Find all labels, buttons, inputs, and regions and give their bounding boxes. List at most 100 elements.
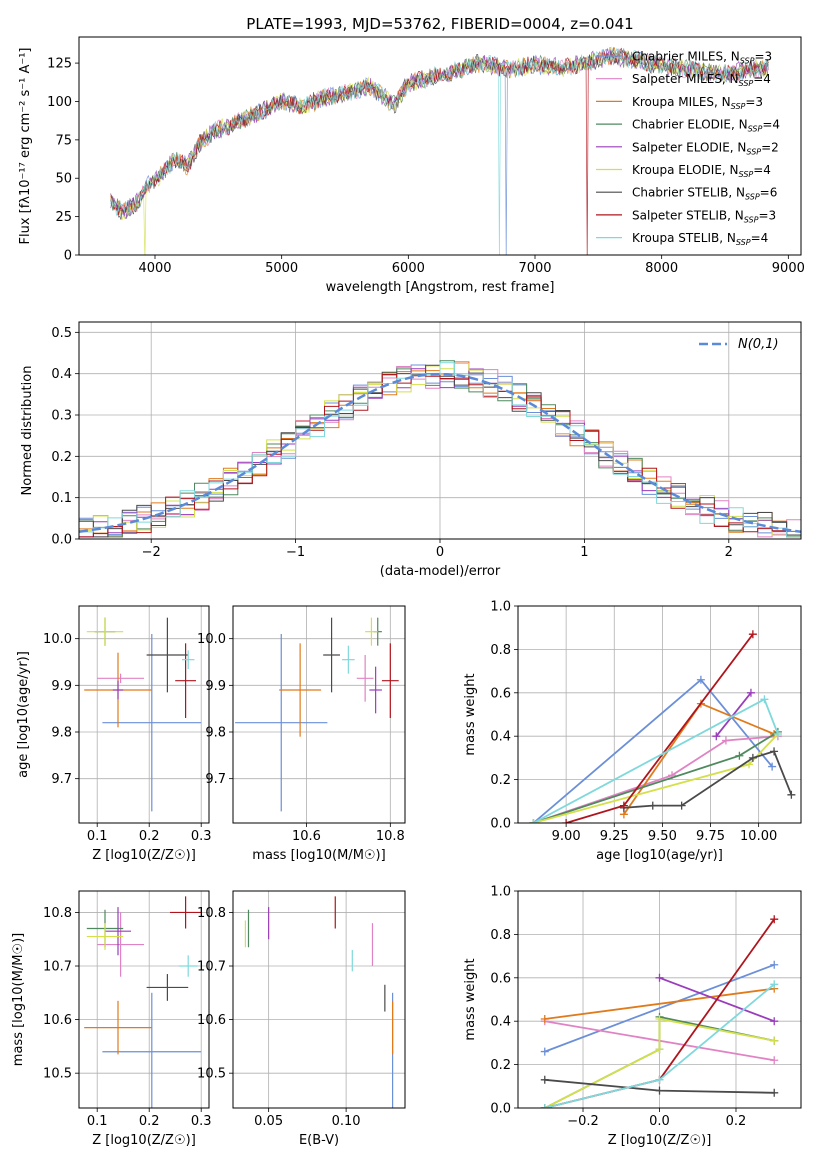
legend-label: Chabrier MILES, N (632, 50, 740, 64)
legend-entry: Salpeter MILES, NSSP=4 (632, 72, 771, 88)
y-tick-label: 0.4 (490, 1015, 511, 1030)
x-tick-label: 9.00 (552, 829, 581, 844)
legend-entry: Kroupa ELODIE, NSSP=4 (632, 163, 771, 179)
panel-spectrum: 4000 5000 6000 7000 8000 9000 0 25 50 75 100 125 wav… (18, 36, 805, 295)
y-tick-label: 9.9 (205, 679, 226, 694)
plot-area (235, 617, 399, 812)
spectrum-line-9 (110, 47, 769, 255)
weight-marker-2 (770, 1056, 779, 1065)
plot-area (84, 617, 202, 812)
axes-frame (517, 605, 802, 824)
y-tick-label: 0.2 (490, 1058, 511, 1073)
y-tick-label: 0.8 (490, 928, 511, 943)
y-tick-label: 10.8 (197, 906, 226, 921)
legend-nssp: =3 (758, 208, 776, 222)
weight-marker-7 (540, 1075, 549, 1084)
y-tick-label: 0.6 (490, 971, 511, 986)
x-tick-label: 10.8 (376, 829, 405, 844)
x-tick-label: 9000 (772, 261, 805, 276)
weight-marker-9 (773, 730, 782, 739)
x-tick-label: 5000 (265, 261, 298, 276)
legend-subscript: SSP (746, 147, 761, 156)
weight-marker-1 (696, 675, 705, 684)
y-tick-label: 10.6 (197, 1013, 226, 1028)
plot-area (84, 896, 202, 1108)
weight-marker-7 (748, 753, 757, 762)
weight-marker-5 (770, 1017, 779, 1026)
weight-marker-9 (655, 1075, 664, 1084)
axes-frame (232, 890, 406, 1109)
legend-subscript: SSP (739, 170, 754, 179)
y-axis-label: mass weight (463, 958, 478, 1040)
x-tick-label: 7000 (518, 261, 551, 276)
y-tick-label: 1.0 (490, 885, 511, 900)
weight-marker-7 (770, 1088, 779, 1097)
legend-nssp: =3 (745, 95, 763, 109)
plot-area (540, 915, 779, 1108)
legend-label: Salpeter STELIB, N (632, 208, 744, 222)
weight-marker-8 (770, 915, 779, 924)
legend-subscript: SSP (739, 79, 754, 88)
weight-marker-2 (721, 736, 730, 745)
legend-entry: Chabrier STELIB, NSSP=6 (632, 186, 777, 202)
weight-marker-7 (655, 1086, 664, 1095)
x-tick-label: 0.05 (254, 1114, 283, 1129)
y-tick-label: 9.8 (51, 726, 72, 741)
x-tick-label: 0.2 (139, 1114, 160, 1129)
y-tick-label: 9.7 (51, 772, 72, 787)
y-tick-label: 0.1 (51, 491, 72, 506)
y-tick-label: 9.8 (205, 726, 226, 741)
x-axis-label: Z [log10(Z/Z☉)] (608, 1133, 712, 1148)
weight-marker-1 (770, 960, 779, 969)
legend-label: Chabrier STELIB, N (632, 186, 745, 200)
y-tick-label: 0.4 (51, 367, 72, 382)
legend-entry: Chabrier ELODIE, NSSP=4 (632, 118, 780, 134)
x-axis-label: E(B-V) (299, 1133, 339, 1148)
legend-subscript: SSP (736, 238, 751, 247)
legend-entry: Salpeter STELIB, NSSP=3 (632, 208, 776, 224)
y-tick-label: 0.6 (490, 686, 511, 701)
y-tick-label: 9.9 (51, 679, 72, 694)
weight-marker-6 (655, 1045, 664, 1054)
legend-nssp: =6 (760, 186, 778, 200)
weight-marker-6 (745, 760, 754, 769)
legend-subscript: SSP (744, 215, 759, 224)
legend-subscript: SSP (748, 125, 763, 134)
x-tick-label: 9.25 (600, 829, 629, 844)
legend-entry: Kroupa MILES, NSSP=3 (632, 95, 763, 111)
legend-entry: Chabrier MILES, NSSP=3 (632, 50, 772, 66)
y-tick-label: 10.6 (43, 1013, 72, 1028)
y-tick-label: 0.0 (51, 533, 72, 548)
x-tick-label: 8000 (645, 261, 678, 276)
weight-marker-1 (540, 1047, 549, 1056)
y-tick-label: 100 (47, 95, 72, 110)
y-tick-label: 0.0 (490, 1102, 511, 1117)
weight-marker-5 (655, 973, 664, 982)
x-tick-label: 9.75 (696, 829, 725, 844)
y-tick-label: 0.3 (51, 409, 72, 424)
legend-label: Salpeter MILES, N (632, 72, 739, 86)
legend-nssp: =4 (753, 72, 771, 86)
weight-marker-6 (655, 1015, 664, 1024)
x-axis-label: Z [log10(Z/Z☉)] (92, 1133, 196, 1148)
weight-marker-9 (529, 819, 538, 823)
y-tick-label: 0.2 (51, 450, 72, 465)
y-axis-label: age [log10(age/yr)] (16, 651, 31, 778)
panel-mass-weight-vs-age: 9.00 9.25 9.50 9.75 10.00 0.0 0.2 0.4 0.6 0.8 1.0 a… (463, 600, 802, 863)
panel-residual-histogram: −2 −1 0 1 2 0.0 0.1 0.2 0.3 0.4 0.5 (data-model)/er… (20, 321, 802, 579)
histogram-step-8 (79, 374, 801, 538)
weight-marker-8 (619, 801, 628, 810)
y-tick-label: 0 (64, 249, 72, 264)
weight-marker-9 (770, 980, 779, 989)
x-tick-label: 1 (580, 545, 588, 560)
figure-title: PLATE=1993, MJD=53762, FIBERID=0004, z=0… (246, 15, 633, 33)
weight-marker-9 (540, 1104, 549, 1108)
legend-subscript: SSP (740, 57, 755, 66)
panel-mass-vs-metallicity: 0.1 0.2 0.3 10.5 10.6 10.7 10.8 Z [log10(Z/Z☉)]… (11, 890, 212, 1148)
x-tick-label: 2 (725, 545, 733, 560)
plot-area (244, 896, 394, 1108)
spectrum-line-5 (110, 47, 769, 220)
x-axis-label: Z [log10(Z/Z☉)] (92, 848, 196, 863)
legend-nssp: =4 (753, 163, 771, 177)
